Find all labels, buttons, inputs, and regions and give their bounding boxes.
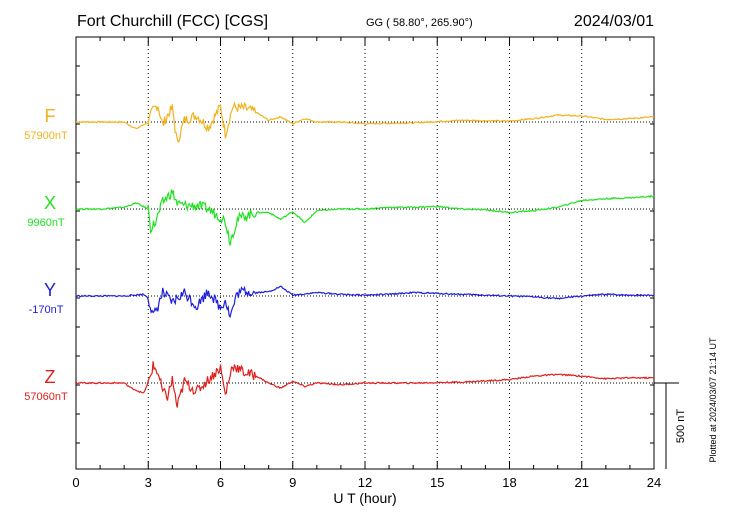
component-traces (75, 101, 655, 408)
x-tick-label: 24 (647, 475, 661, 490)
x-tick-label: 21 (575, 475, 589, 490)
trace-z (75, 361, 654, 408)
series-baseline-x: 9960nT (27, 217, 65, 229)
chart-date: 2024/03/01 (574, 13, 654, 30)
series-baseline-y: -170nT (29, 304, 64, 316)
x-tick-label: 15 (430, 475, 444, 490)
x-tick-labels: 0 3 6 9 12 15 18 21 24 (72, 475, 661, 490)
series-baseline-f: 57900nT (24, 130, 68, 142)
x-tick-label: 12 (358, 475, 372, 490)
series-baseline-z: 57060nT (24, 391, 68, 403)
trace-x (75, 189, 655, 246)
series-labels: F 57900nT X 9960nT Y -170nT Z 57060nT (24, 106, 68, 403)
station-coordinates: GG ( 58.80°, 265.90°) (366, 17, 473, 29)
x-tick-label: 18 (502, 475, 516, 490)
trace-y (75, 285, 655, 318)
station-title: Fort Churchill (FCC) [CGS] (77, 13, 268, 30)
plotted-timestamp: Plotted at 2024/03/07 21:14 UT (708, 337, 718, 463)
x-axis-label: U T (hour) (333, 490, 396, 506)
scale-bar-label: 500 nT (675, 409, 687, 444)
x-tick-label: 3 (145, 475, 152, 490)
vertical-gridlines (147, 37, 583, 469)
scale-bar: 500 nT (654, 382, 687, 469)
series-name-x: X (44, 193, 56, 213)
series-name-y: Y (44, 280, 56, 300)
x-tick-label: 9 (289, 475, 296, 490)
series-name-f: F (45, 106, 56, 126)
x-tick-label: 6 (217, 475, 224, 490)
axis-ticks (75, 37, 655, 469)
series-name-z: Z (45, 367, 56, 387)
trace-f (75, 101, 655, 143)
x-tick-label: 0 (72, 475, 79, 490)
